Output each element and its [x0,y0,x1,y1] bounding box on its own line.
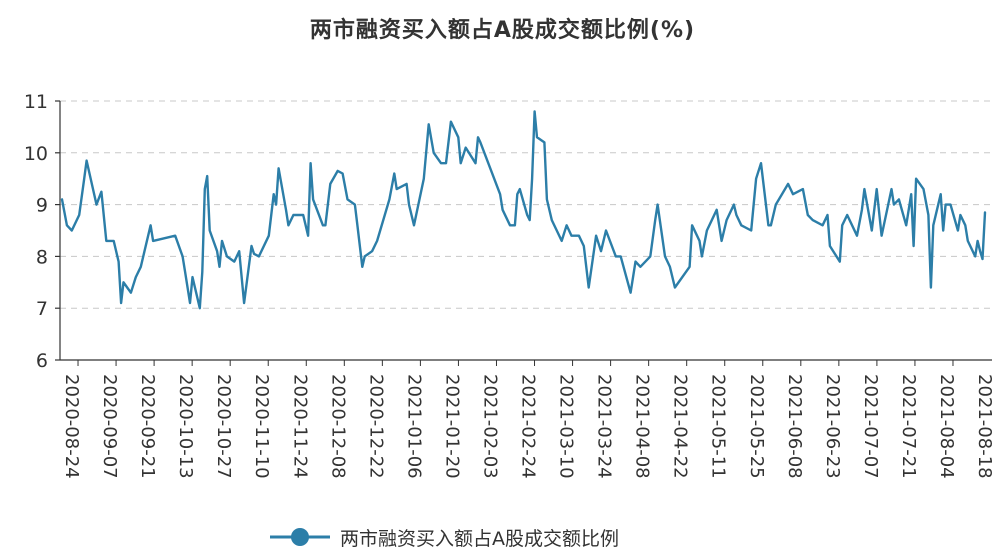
x-tick-label: 2020-12-22 [365,374,386,479]
x-tick-label: 2021-02-03 [479,374,500,479]
x-tick-label: 2021-08-04 [936,374,957,479]
x-tick-label: 2021-03-10 [556,374,577,479]
x-tick-label: 2021-05-11 [708,374,729,479]
legend-swatch [270,528,330,546]
x-tick-label: 2021-01-20 [441,374,462,479]
x-tick-label: 2021-07-21 [898,374,919,479]
x-tick-label: 2020-09-21 [137,374,158,479]
series-line [60,110,987,310]
x-tick-label: 2021-07-07 [860,374,881,479]
x-tick-label: 2020-12-08 [327,374,348,479]
x-tick-label: 2020-10-27 [213,374,234,479]
x-tick-label: 2021-06-08 [784,374,805,479]
x-tick-label: 2020-11-24 [289,374,310,479]
y-tick-label: 11 [24,91,48,113]
x-tick-label: 2021-04-22 [670,374,691,479]
y-tick-label: 8 [36,246,48,268]
chart-title: 两市融资买入额占A股成交额比例(%) [309,18,696,43]
x-tick-label: 2021-01-06 [403,374,424,479]
x-tick-label: 2021-03-24 [594,374,615,479]
x-tick-label: 2021-06-23 [822,374,843,479]
x-tick-label: 2020-10-13 [175,374,196,479]
legend-label: 两市融资买入额占A股成交额比例 [340,527,619,550]
x-tick-label: 2021-02-24 [518,374,539,479]
y-tick-label: 10 [24,143,48,165]
legend[interactable]: 两市融资买入额占A股成交额比例 [268,523,619,551]
series-layer [60,110,987,310]
y-tick-label: 9 [36,195,48,217]
axes: 6 7 8 9 10 11 2020-08-24 2020-09-07 2020-09-21 20… [24,91,995,479]
x-tick-label: 2021-04-08 [632,374,653,479]
y-tick-label: 7 [36,298,48,320]
x-tick-label: 2021-05-25 [746,374,767,479]
x-tick-label: 2020-08-24 [61,374,82,479]
gridlines [60,100,992,309]
y-tick-label: 6 [36,350,48,372]
x-tick-label: 2021-08-18 [974,374,995,479]
x-tick-label: 2020-11-10 [251,374,272,479]
x-tick-label: 2020-09-07 [99,374,120,479]
